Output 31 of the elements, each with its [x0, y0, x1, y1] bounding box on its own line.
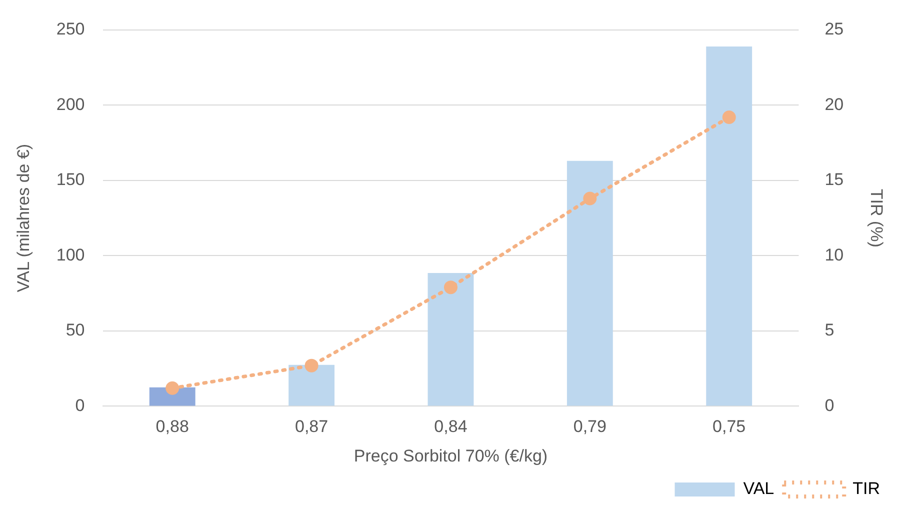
- point: [304, 358, 318, 372]
- y-tick-label: 200: [56, 94, 85, 114]
- legend-label: TIR: [852, 479, 880, 498]
- y2-tick-label: 5: [824, 320, 834, 340]
- point: [444, 280, 458, 294]
- y2-tick-label: 10: [824, 245, 844, 264]
- x-axis-title: Preço Sorbitol 70% (€/kg): [354, 446, 548, 466]
- x-tick-label: 0,75: [712, 417, 746, 436]
- y-tick-label: 100: [56, 245, 85, 264]
- x-tick-label: 0,88: [156, 417, 189, 436]
- y2-tick-label: 20: [824, 94, 844, 114]
- y2-tick-label: 15: [824, 170, 844, 190]
- y2-axis-title: TIR (%): [867, 188, 886, 248]
- y-tick-label: 0: [75, 396, 85, 415]
- bar: [428, 273, 474, 406]
- point: [166, 381, 180, 395]
- x-tick-label: 0,84: [434, 417, 468, 436]
- y-axis-title: VAL (milahres de €): [14, 144, 33, 292]
- y-tick-label: 50: [66, 320, 85, 340]
- x-tick-label: 0,87: [294, 417, 328, 436]
- bar: [288, 364, 335, 406]
- y2-tick-label: 25: [824, 20, 844, 39]
- legend-label: VAL: [743, 479, 774, 498]
- x-tick-label: 0,79: [573, 417, 606, 436]
- bar: [566, 160, 613, 406]
- point: [583, 192, 597, 206]
- bar: [706, 46, 752, 406]
- y-tick-label: 250: [56, 20, 85, 39]
- y-tick-label: 150: [56, 170, 85, 190]
- y2-tick-label: 0: [824, 396, 834, 415]
- point: [722, 110, 736, 124]
